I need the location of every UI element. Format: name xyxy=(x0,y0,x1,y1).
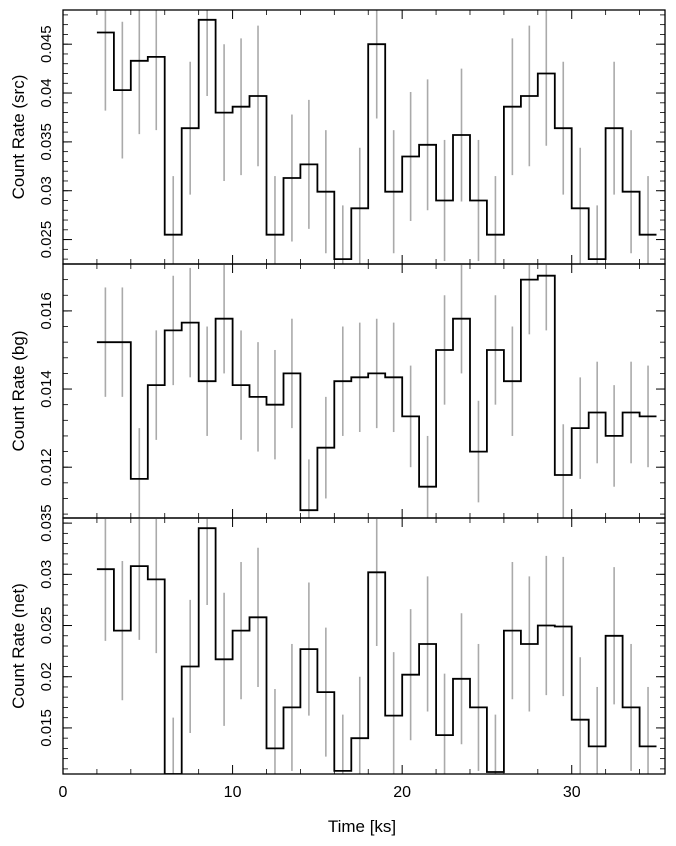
y-tick-label: 0.025 xyxy=(38,221,55,259)
x-tick-label: 0 xyxy=(59,784,68,801)
y-axis-label: Count Rate (bg) xyxy=(9,331,28,452)
y-tick-label: 0.014 xyxy=(38,370,55,408)
y-tick-label: 0.03 xyxy=(38,560,55,589)
y-tick-label: 0.025 xyxy=(38,607,55,645)
step-line xyxy=(96,274,657,512)
y-tick-label: 0.012 xyxy=(38,448,55,486)
panel-frame xyxy=(62,517,666,775)
x-tick-label: 30 xyxy=(563,784,581,801)
y-tick-label: 0.03 xyxy=(38,176,55,205)
y-tick-label: 0.015 xyxy=(38,709,55,747)
y-axis-label: Count Rate (src) xyxy=(9,75,28,200)
y-tick-label: 0.045 xyxy=(38,25,55,63)
x-tick-label: 20 xyxy=(393,784,411,801)
panel-frame xyxy=(62,9,666,265)
x-axis-label: Time [ks] xyxy=(328,817,396,836)
y-tick-label: 0.035 xyxy=(38,504,55,542)
y-tick-label: 0.035 xyxy=(38,123,55,161)
step-line xyxy=(96,527,657,774)
panel-2: 0.012 0.014 0.016 Count Rate (bg) xyxy=(9,263,666,519)
panel-1: 0.025 0.03 0.035 0.04 0.045 Count Rate (src) xyxy=(9,9,666,265)
y-axis-label: Count Rate (net) xyxy=(9,583,28,709)
x-tick-label: 10 xyxy=(224,784,242,801)
y-tick-label: 0.04 xyxy=(38,78,55,107)
y-tick-label: 0.02 xyxy=(38,662,55,691)
step-line xyxy=(96,18,657,260)
y-tick-label: 0.016 xyxy=(38,292,55,330)
panel-3: 0.015 0.02 0.025 0.03 0.035 Count Rate (net) xyxy=(9,504,666,775)
panel-frame xyxy=(62,263,666,519)
